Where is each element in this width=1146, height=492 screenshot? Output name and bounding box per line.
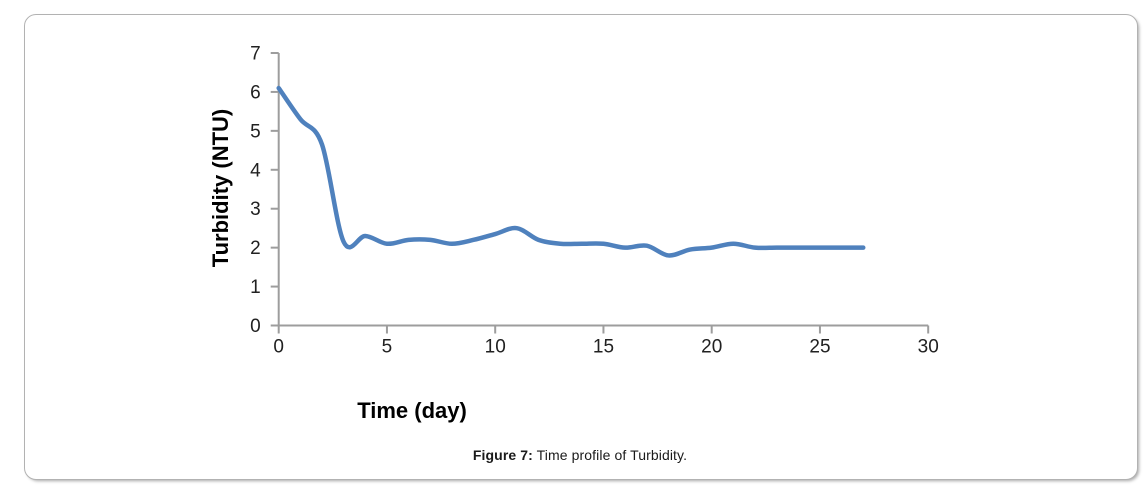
y-tick-label: 6 [250,82,261,103]
y-tick-label: 2 [250,238,261,259]
figure-caption-text: Time profile of Turbidity. [532,447,688,463]
axis-line [277,53,929,327]
y-tick-label: 1 [250,277,261,298]
y-tick-label: 0 [250,316,261,337]
chart-series [276,85,866,258]
x-tick-label: 30 [918,337,939,358]
x-tick-label: 10 [485,337,506,358]
figure-card [24,14,1138,480]
y-axis-title: Turbidity (NTU) [208,109,233,267]
figure-caption: Figure 7: Time profile of Turbidity. [24,447,1136,463]
x-axis-title: Time (day) [357,398,467,423]
y-tick-label: 3 [250,199,261,220]
x-tick-label: 15 [593,337,614,358]
figure-caption-number: Figure 7: [472,447,533,463]
x-tick-label: 25 [809,337,830,358]
x-tick-label: 5 [382,337,393,358]
turbidity-series-line [276,85,866,258]
x-tick-label: 20 [701,337,722,358]
y-tick-label: 5 [250,121,261,142]
x-tick-label: 0 [273,337,284,358]
chart-axes: 0 5 10 15 20 25 30 0 1 2 3 4 5 6 7 [250,44,939,358]
y-tick-label: 7 [250,44,261,65]
y-tick-label: 4 [250,160,261,181]
